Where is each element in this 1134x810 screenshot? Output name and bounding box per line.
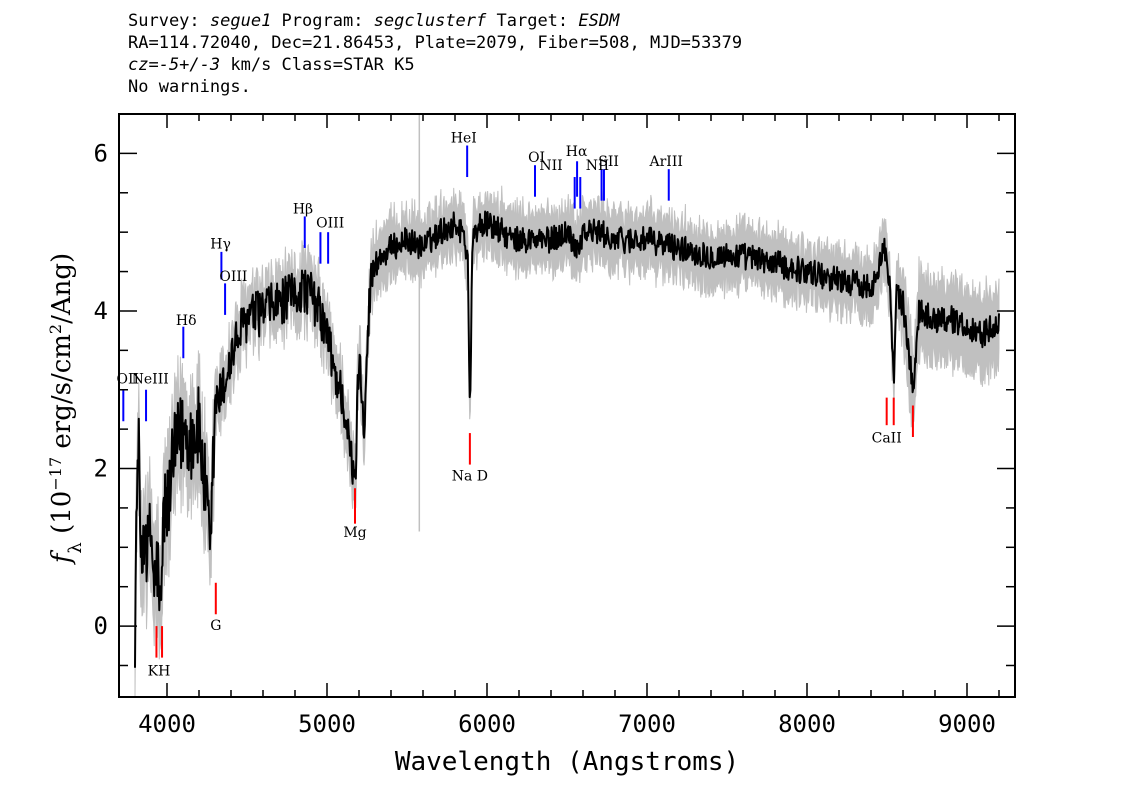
emission-line-label: NII [539, 158, 562, 174]
emission-line-label: SII [598, 154, 619, 170]
y-tick-label: 2 [94, 455, 108, 483]
emission-line-label: HeI [451, 130, 477, 146]
x-tick-label: 5000 [298, 710, 356, 738]
absorption-line-label: CaII [872, 431, 902, 447]
survey-label: Survey: [128, 11, 210, 31]
class-value: km/s Class=STAR K5 [220, 55, 415, 75]
absorption-line-label: Na D [452, 468, 488, 484]
emission-line-label: Hδ [176, 313, 197, 329]
y-tick-label: 0 [94, 612, 108, 640]
plot-frame [118, 113, 1016, 698]
x-tick-label: 7000 [618, 710, 676, 738]
error-band-layer [134, 185, 1000, 698]
plot-border [118, 113, 1016, 698]
target-value: ESDM [578, 11, 620, 31]
emission-line-label: NeIII [132, 371, 169, 387]
flux-line-layer [134, 210, 1000, 668]
emission-line-label: OII [117, 371, 140, 387]
y-tick-label: 4 [94, 297, 108, 325]
emission-line-label: OI [528, 150, 545, 166]
absorption-line-label: KH [148, 664, 171, 680]
emission-line-label: Hα [566, 144, 588, 160]
emission-line-label: ArIII [648, 154, 682, 170]
x-tick-label: 8000 [778, 710, 836, 738]
spectrum-header: Survey: segue1 Program: segclusterf Targ… [128, 10, 742, 98]
target-label: Target: [486, 11, 579, 31]
program-label: Program: [271, 11, 374, 31]
program-value: segclusterf [373, 11, 487, 31]
flux-line [134, 210, 1000, 668]
header-line-redshift: cz=-5+/-3 km/s Class=STAR K5 [128, 54, 742, 76]
absorption-line-label: G [210, 618, 221, 634]
y-tick-label: 6 [94, 139, 108, 167]
x-axis-label: Wavelength (Angstroms) [395, 747, 739, 777]
header-line-warnings: No warnings. [128, 77, 251, 97]
emission-line-label: OIII [219, 269, 247, 285]
x-tick-label: 6000 [458, 710, 516, 738]
header-line-survey: Survey: segue1 Program: segclusterf Targ… [128, 10, 742, 32]
x-tick-label: 4000 [138, 710, 196, 738]
y-axis-label: fλ (10−17 erg/s/cm2/Ang) [46, 253, 86, 565]
axis-ticks: 4000 5000 6000 7000 8000 9000 0 2 4 6 [94, 113, 1015, 738]
redshift-value: cz=-5+/-3 [128, 55, 221, 75]
error-band [134, 185, 1000, 698]
emission-line-label: NII [586, 158, 609, 174]
absorption-line-label: Mg [343, 525, 366, 541]
emission-line-label: Hβ [293, 201, 313, 217]
x-tick-label: 9000 [938, 710, 996, 738]
emission-line-label: Hγ [210, 237, 231, 253]
emission-line-label: OIII [316, 215, 344, 231]
header-line-coordinates: RA=114.72040, Dec=21.86453, Plate=2079, … [128, 33, 743, 53]
survey-value: segue1 [209, 11, 272, 31]
